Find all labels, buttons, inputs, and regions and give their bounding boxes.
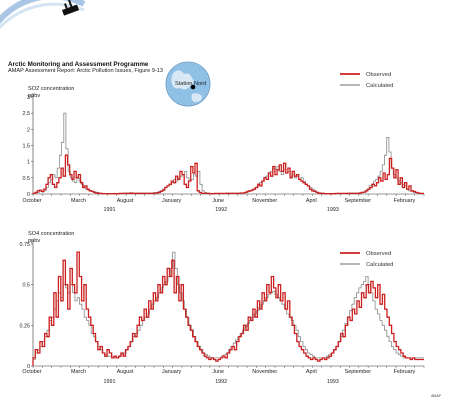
inset-land bbox=[171, 70, 194, 90]
so4-ylabel: SO4 concentration ppbv bbox=[28, 231, 74, 244]
so2-year-label: 1992 bbox=[215, 207, 227, 213]
so2-year-label: 1991 bbox=[103, 207, 115, 213]
so2-month-label: February bbox=[394, 198, 416, 204]
so4-month-label: September bbox=[345, 369, 372, 375]
so4-ytick-label: 0.25 bbox=[20, 323, 31, 329]
so4-series-observed bbox=[32, 251, 424, 366]
station-inset: Station Nord bbox=[165, 61, 211, 107]
so4-series bbox=[32, 251, 424, 366]
so2-ytick-label: 0 bbox=[27, 192, 30, 198]
station-label: Station Nord bbox=[175, 81, 206, 87]
so4-year-label: 1993 bbox=[327, 379, 339, 385]
figure-header: Arctic Monitoring and Assessment Program… bbox=[8, 61, 163, 75]
so2-legend: Observed Calculated bbox=[340, 72, 393, 89]
credit: AMAP bbox=[431, 394, 441, 398]
so4-ytick-label: 0.5 bbox=[23, 283, 31, 289]
so4-axes bbox=[32, 240, 424, 367]
so4-year-label: 1992 bbox=[215, 379, 227, 385]
so2-month-label: September bbox=[345, 198, 372, 204]
so2-month-label: August bbox=[117, 198, 134, 204]
so2-ytick-label: 1 bbox=[27, 160, 30, 166]
so4-legend-observed: Observed bbox=[366, 251, 391, 257]
so4-ytick-label: 0.75 bbox=[20, 242, 31, 248]
so4-month-label: November bbox=[252, 369, 277, 375]
so2-month-label: March bbox=[71, 198, 86, 204]
inset-globe-ring bbox=[165, 61, 211, 107]
so4-month-label: June bbox=[212, 369, 224, 375]
inset-land-2 bbox=[191, 93, 202, 102]
so2-ytick-label: 2.5 bbox=[23, 111, 31, 117]
so2-yunit: ppbv bbox=[28, 93, 40, 99]
so4-year-label: 1991 bbox=[103, 379, 115, 385]
so4-month-label: October bbox=[22, 369, 41, 375]
so2-month-label: April bbox=[306, 198, 317, 204]
so4-month-label: February bbox=[394, 369, 416, 375]
so4-ylabel-text: SO4 concentration bbox=[28, 231, 74, 237]
so2-month-label: January bbox=[162, 198, 181, 204]
so4-yunit: ppbv bbox=[28, 238, 40, 244]
so2-series bbox=[32, 112, 424, 195]
so4-legend: Observed Calculated bbox=[340, 251, 393, 268]
so2-month-label: June bbox=[212, 198, 224, 204]
so2-ylabel: SO2 concentration ppbv bbox=[28, 86, 74, 99]
so2-ytick-label: 2 bbox=[27, 127, 30, 133]
so4-ticks: 0 0.25 0.5 0.75 October March August January Jun… bbox=[20, 242, 425, 385]
logo-ship bbox=[62, 0, 80, 16]
figure-title: Arctic Monitoring and Assessment Program… bbox=[8, 61, 149, 68]
so2-ytick-label: 1.5 bbox=[23, 144, 31, 150]
so4-series-calculated bbox=[32, 251, 424, 366]
so2-ylabel-text: SO2 concentration bbox=[28, 86, 74, 92]
so4-month-label: March bbox=[71, 369, 86, 375]
so2-legend-calculated: Calculated bbox=[366, 83, 393, 89]
so2-month-label: November bbox=[252, 198, 277, 204]
so4-month-label: January bbox=[162, 369, 181, 375]
so2-legend-observed: Observed bbox=[366, 72, 391, 78]
so2-ytick-label: 3 bbox=[27, 95, 30, 101]
so4-month-label: April bbox=[306, 369, 317, 375]
so4-legend-calculated: Calculated bbox=[366, 262, 393, 268]
so2-year-label: 1993 bbox=[327, 207, 339, 213]
so4-ytick-label: 0 bbox=[27, 364, 30, 370]
so2-ticks: 0 0.5 1 1.5 2 2.5 3 October March August January Ju… bbox=[22, 95, 425, 213]
so4-month-label: August bbox=[117, 369, 134, 375]
amap-logo bbox=[0, 0, 86, 30]
so2-month-label: October bbox=[22, 198, 41, 204]
so2-series-observed bbox=[32, 154, 424, 195]
station-marker bbox=[190, 84, 196, 90]
figure-subtitle: AMAP Assessment Report: Arctic Pollution… bbox=[8, 68, 164, 74]
so2-ytick-label: 0.5 bbox=[23, 176, 31, 182]
